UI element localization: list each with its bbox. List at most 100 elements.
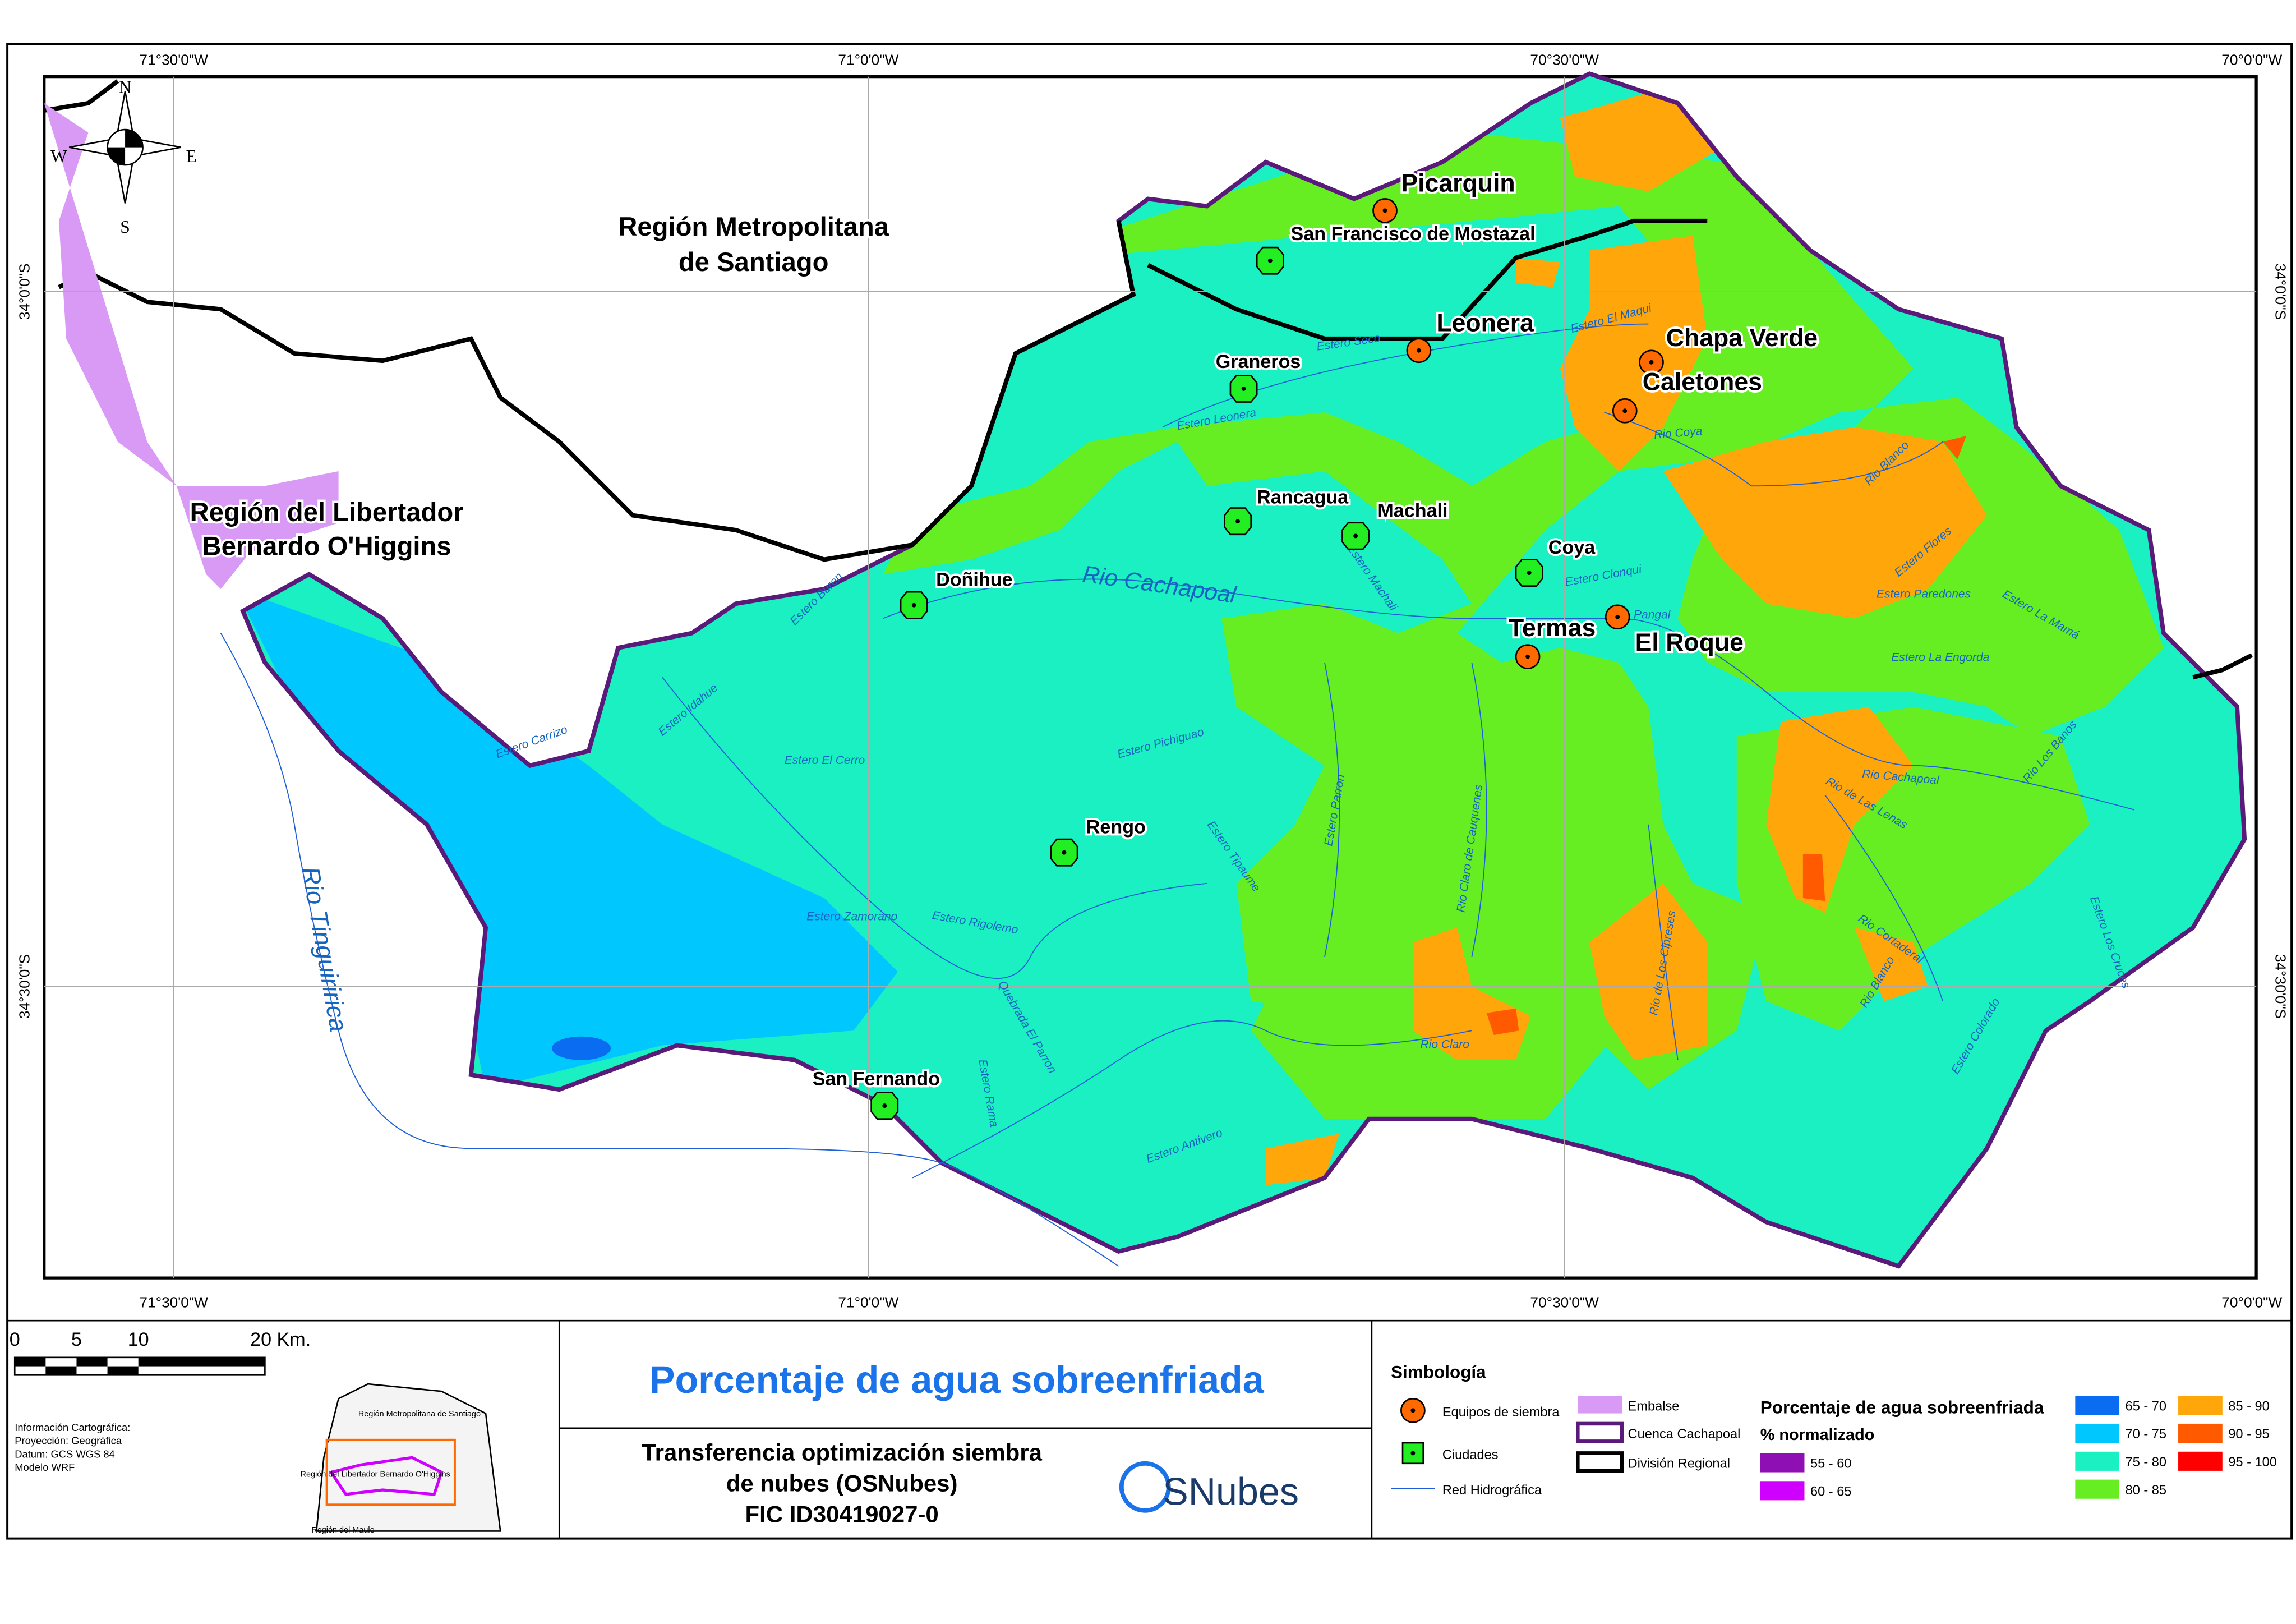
scale-label: 10 bbox=[128, 1329, 149, 1350]
lon-label: 71°0'0"W bbox=[838, 52, 898, 68]
graticule bbox=[44, 76, 2257, 1278]
region-label: Región Metropolitana bbox=[618, 212, 889, 242]
legend-swatch bbox=[2075, 1396, 2120, 1415]
legend-label: Red Hidrográfica bbox=[1442, 1483, 1542, 1498]
city-dot bbox=[911, 602, 916, 608]
city-label: Graneros bbox=[1216, 351, 1301, 372]
city-label: Rengo bbox=[1086, 817, 1146, 838]
compass-s: S bbox=[120, 217, 130, 237]
legend-class-label: 80 - 85 bbox=[2126, 1483, 2167, 1498]
legend-class-label: 95 - 100 bbox=[2228, 1455, 2277, 1470]
site-label: Chapa Verde bbox=[1666, 324, 1818, 352]
site-label: Termas bbox=[1509, 614, 1596, 642]
legend: Simbología Equipos de siembra Ciudades R… bbox=[1391, 1362, 2277, 1501]
site-label: Leonera bbox=[1436, 310, 1534, 337]
legend-scale-subtitle: % normalizado bbox=[1760, 1426, 1875, 1444]
project-line: de nubes (OSNubes) bbox=[726, 1470, 958, 1497]
lat-label: 34°0'0"S bbox=[2272, 263, 2289, 320]
info: Información Cartográfica: Proyección: Ge… bbox=[15, 1421, 130, 1473]
seeding-site-dot bbox=[1622, 408, 1628, 413]
grid-labels: 71°30'0"W 71°0'0"W 70°30'0"W 70°0'0"W 71… bbox=[16, 52, 2289, 1311]
river-label: Estero El Cerro bbox=[785, 754, 865, 767]
city-dot bbox=[1527, 571, 1532, 575]
region-labels: Región Metropolitana de Santiago Región … bbox=[188, 210, 892, 563]
region-label: Región del Libertador bbox=[190, 498, 464, 527]
bottom-panel: 0 5 10 20 Km. Información Cartográfica: … bbox=[7, 1319, 2292, 1539]
city-label: San Fernando bbox=[813, 1068, 940, 1089]
seeding-site-dot bbox=[1615, 614, 1620, 619]
city-dot bbox=[1235, 519, 1241, 524]
project-line: Transferencia optimización siembra bbox=[642, 1439, 1042, 1466]
seeding-site-dot bbox=[1382, 208, 1387, 213]
lon-label: 70°30'0"W bbox=[1530, 52, 1599, 68]
legend-label: Ciudades bbox=[1442, 1448, 1499, 1462]
scale-label: 0 bbox=[10, 1329, 20, 1350]
legend-class-label: 70 - 75 bbox=[2126, 1427, 2167, 1442]
river-label: Pangal bbox=[1634, 608, 1671, 621]
city-label: Doñihue bbox=[936, 569, 1012, 591]
rivers bbox=[220, 323, 2134, 1267]
info-line: Modelo WRF bbox=[15, 1461, 75, 1473]
region-label: Bernardo O'Higgins bbox=[202, 532, 451, 562]
lon-label: 71°30'0"W bbox=[139, 1294, 208, 1311]
info-line: Información Cartográfica: bbox=[15, 1421, 130, 1433]
info-line: Proyección: Geográfica bbox=[15, 1435, 122, 1447]
legend-label: Equipos de siembra bbox=[1442, 1405, 1560, 1420]
legend-title: Simbología bbox=[1391, 1362, 1486, 1382]
lon-label: 70°30'0"W bbox=[1530, 1294, 1599, 1311]
reservoir bbox=[44, 103, 339, 589]
inset-label: Región Metropolitana de Santiago bbox=[358, 1410, 481, 1419]
scale-bar: 0 5 10 20 Km. bbox=[10, 1329, 311, 1376]
logo: SNubes bbox=[1119, 1461, 1299, 1513]
city-dot bbox=[1267, 258, 1273, 263]
city-label: Machali bbox=[1377, 500, 1447, 521]
legend-swatch bbox=[2178, 1423, 2223, 1443]
legend-swatch bbox=[2178, 1396, 2223, 1415]
river-label: Estero La Engorda bbox=[1891, 651, 1989, 664]
legend-swatch bbox=[1760, 1481, 1805, 1501]
river-label: Rio Claro bbox=[1421, 1038, 1469, 1051]
region-boundaries bbox=[44, 79, 2253, 680]
compass-n: N bbox=[119, 77, 132, 97]
legend-class-label: 65 - 70 bbox=[2126, 1399, 2167, 1414]
lat-label: 34°30'0"S bbox=[2272, 954, 2289, 1019]
legend-class-label: 85 - 90 bbox=[2228, 1399, 2270, 1414]
lon-label: 70°0'0"W bbox=[2221, 1294, 2282, 1311]
river-label: Estero Paredones bbox=[1877, 588, 1971, 601]
lat-label: 34°0'0"S bbox=[16, 263, 33, 320]
city-dot bbox=[1241, 387, 1246, 391]
scale-label: 20 Km. bbox=[250, 1329, 311, 1350]
legend-swatch bbox=[2075, 1451, 2120, 1471]
legend-class-label: 60 - 65 bbox=[1810, 1485, 1852, 1499]
city-dot bbox=[1353, 533, 1358, 539]
inset-label: Región del Maule bbox=[311, 1526, 374, 1535]
site-label: El Roque bbox=[1635, 629, 1744, 656]
inset-map: Región Metropolitana de Santiago Región … bbox=[301, 1383, 501, 1535]
legend-scale-title: Porcentaje de agua sobreenfriada bbox=[1760, 1397, 2044, 1418]
city-label: Coya bbox=[1548, 537, 1596, 558]
legend-swatch bbox=[1760, 1453, 1805, 1473]
legend-label: División Regional bbox=[1628, 1457, 1730, 1471]
info-line: Datum: GCS WGS 84 bbox=[15, 1448, 115, 1460]
site-label: Picarquin bbox=[1401, 169, 1515, 197]
inset-label: Región del Libertador Bernardo O'Higgins bbox=[301, 1470, 450, 1479]
legend-class-label: 90 - 95 bbox=[2228, 1427, 2270, 1442]
city-dot bbox=[1062, 850, 1067, 855]
seeding-site-dot bbox=[1649, 360, 1654, 365]
seeding-site-dot bbox=[1525, 654, 1530, 659]
lon-label: 70°0'0"W bbox=[2221, 52, 2282, 68]
legend-swatch bbox=[2178, 1451, 2223, 1471]
compass-e: E bbox=[186, 146, 197, 166]
logo-text: SNubes bbox=[1163, 1470, 1299, 1513]
region-label: de Santiago bbox=[679, 247, 829, 277]
river-label: Estero Zamorano bbox=[806, 910, 897, 923]
sites: Picarquin Leonera Chapa Verde Caletones Term… bbox=[810, 167, 1820, 1120]
lon-label: 71°30'0"W bbox=[139, 52, 208, 68]
city-label: San Francisco de Mostazal bbox=[1291, 223, 1536, 245]
seeding-site-dot bbox=[1416, 348, 1421, 353]
city-label: Rancagua bbox=[1257, 487, 1349, 508]
site-label: Caletones bbox=[1643, 369, 1762, 396]
legend-swatch bbox=[2075, 1479, 2120, 1499]
project-line: FIC ID30419027-0 bbox=[745, 1501, 938, 1528]
lat-label: 34°30'0"S bbox=[16, 954, 33, 1019]
